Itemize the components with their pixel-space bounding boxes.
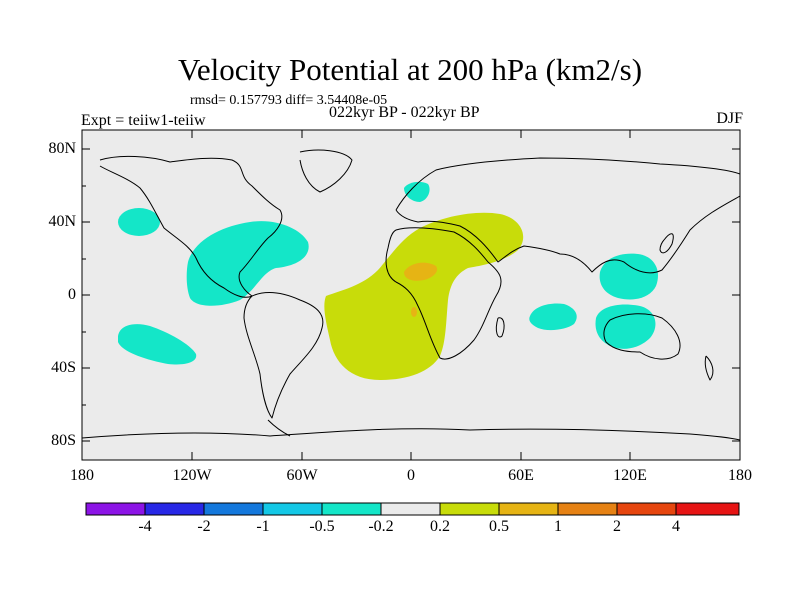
lon-label-120e: 120E bbox=[613, 467, 647, 484]
colorbar-box-8 bbox=[498, 502, 559, 516]
region-north-pacific bbox=[118, 208, 160, 236]
season-label: DJF bbox=[716, 110, 743, 127]
lon-label-180e: 180 bbox=[728, 467, 752, 484]
colorbar-box-11 bbox=[675, 502, 740, 516]
region-maritime-continent bbox=[595, 304, 656, 349]
coast-greenland bbox=[299, 149, 353, 193]
region-indian-ocean bbox=[529, 303, 577, 331]
lon-label-180w: 180 bbox=[70, 467, 94, 484]
colorbar-label: 4 bbox=[672, 518, 680, 535]
colorbar-box-9 bbox=[557, 502, 618, 516]
colorbar-label: 0.2 bbox=[430, 518, 450, 535]
coastlines bbox=[82, 149, 740, 441]
colorbar-label: -0.5 bbox=[309, 518, 335, 535]
colorbar-box-2 bbox=[144, 502, 205, 516]
coast-new-zealand bbox=[704, 355, 714, 381]
experiment-label: Expt = teiiw1-teiiw bbox=[81, 112, 206, 129]
plot-title: Velocity Potential at 200 hPa (km2/s) bbox=[177, 52, 643, 87]
lat-label-80s: 80S bbox=[51, 432, 76, 449]
stats-text: rmsd= 0.157793 diff= 3.54408e-05 bbox=[190, 93, 388, 108]
coast-antarctica bbox=[82, 428, 740, 441]
colorbar-box-6 bbox=[380, 502, 441, 516]
region-south-pacific bbox=[118, 324, 197, 365]
colorbar-label: -4 bbox=[138, 518, 152, 535]
colorbar bbox=[85, 502, 740, 516]
region-atlantic-africa bbox=[324, 212, 524, 380]
shading-layer bbox=[118, 181, 658, 380]
lon-label-60w: 60W bbox=[286, 467, 318, 484]
coast-north-america bbox=[99, 155, 283, 298]
lat-label-0: 0 bbox=[68, 286, 76, 303]
lat-label-40n: 40N bbox=[48, 213, 76, 230]
colorbar-label: 0.5 bbox=[489, 518, 509, 535]
coast-eurasia bbox=[395, 157, 740, 274]
coast-japan bbox=[659, 233, 674, 254]
region-scandinavia bbox=[404, 181, 430, 202]
region-west-pacific bbox=[599, 253, 658, 300]
coast-australia bbox=[603, 313, 681, 360]
coast-madagascar bbox=[495, 317, 505, 338]
lon-label-60e: 60E bbox=[508, 467, 534, 484]
colorbar-label: -2 bbox=[197, 518, 211, 535]
colorbar-box-7 bbox=[439, 502, 500, 516]
coast-south-america bbox=[243, 292, 324, 419]
lat-label-80n: 80N bbox=[48, 140, 76, 157]
colorbar-label: 2 bbox=[613, 518, 621, 535]
coast-antarctic-peninsula bbox=[267, 419, 291, 437]
colorbar-label: 1 bbox=[554, 518, 562, 535]
lon-label-0: 0 bbox=[407, 467, 415, 484]
colorbar-label: -1 bbox=[256, 518, 270, 535]
colorbar-box-5 bbox=[321, 502, 382, 516]
period-text: 022kyr BP - 022kyr BP bbox=[329, 104, 480, 121]
lon-label-120w: 120W bbox=[172, 467, 212, 484]
region-gulf-of-guinea bbox=[404, 262, 438, 281]
colorbar-box-1 bbox=[85, 502, 146, 516]
colorbar-box-10 bbox=[616, 502, 677, 516]
colorbar-box-4 bbox=[262, 502, 323, 516]
lat-label-40s: 40S bbox=[51, 359, 76, 376]
region-equatorial-atlantic bbox=[411, 307, 417, 317]
axis-ticks bbox=[82, 130, 740, 460]
colorbar-label: -0.2 bbox=[368, 518, 394, 535]
colorbar-box-3 bbox=[203, 502, 264, 516]
coast-africa bbox=[385, 227, 502, 360]
